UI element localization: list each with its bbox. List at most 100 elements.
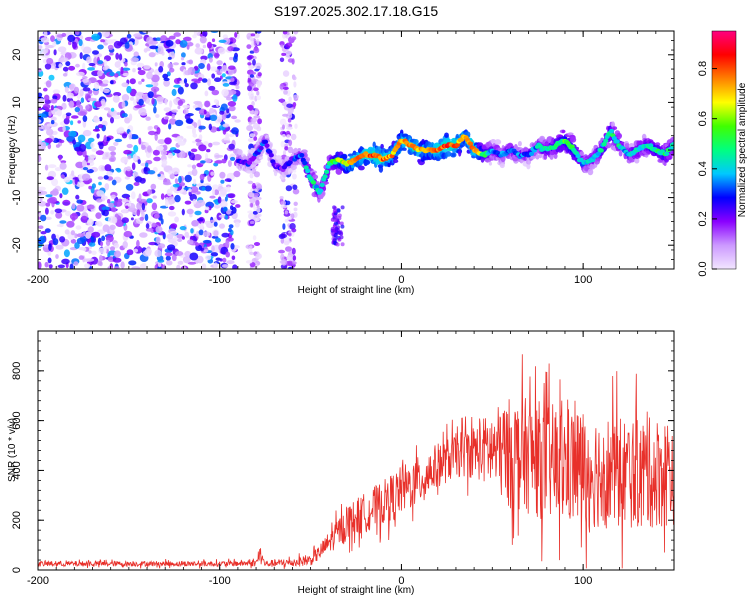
spectral-ridge-point xyxy=(664,151,670,156)
spectral-noise-blob xyxy=(164,137,172,145)
spectral-noise-blob xyxy=(280,141,285,148)
spectral-noise-blob xyxy=(114,138,123,143)
spectral-noise-blob xyxy=(246,125,254,132)
snr-y-tick-label: 0 xyxy=(11,567,23,573)
spectral-noise-blob xyxy=(129,96,135,101)
spectral-noise-blob xyxy=(149,40,158,45)
spectral-noise-blob xyxy=(222,257,227,263)
spectral-noise-blob xyxy=(256,196,262,200)
spectral-noise-blob xyxy=(280,238,285,244)
spectral-noise-blob xyxy=(63,176,71,183)
spectral-noise-blob xyxy=(132,68,136,73)
spectral-noise-blob xyxy=(113,266,120,269)
spectral-noise-blob xyxy=(88,185,92,190)
spectral-noise-blob xyxy=(340,242,345,247)
spectral-noise-blob xyxy=(168,201,173,205)
spectral-noise-blob xyxy=(60,57,69,63)
spectral-noise-blob xyxy=(76,181,85,188)
spectral-noise-blob xyxy=(123,149,132,155)
spectral-noise-blob xyxy=(91,231,101,238)
spectral-noise-blob xyxy=(228,105,236,112)
spectral-noise-blob xyxy=(97,260,102,266)
spectral-noise-blob xyxy=(56,109,62,117)
spectral-noise-blob xyxy=(246,55,253,61)
spectral-noise-blob xyxy=(111,206,117,213)
spectral-noise-blob xyxy=(124,42,130,49)
spectral-noise-blob xyxy=(79,88,84,97)
spectral-ridge-point xyxy=(302,160,308,166)
spectral-ridge-halo xyxy=(494,139,502,145)
spectral-ridge-point xyxy=(322,174,328,179)
spectral-noise-blob xyxy=(87,137,95,143)
spectral-ridge-halo xyxy=(488,161,492,166)
spectral-noise-blob xyxy=(210,66,218,72)
spectral-noise-blob xyxy=(286,103,293,108)
spectral-noise-blob xyxy=(249,251,255,255)
spectral-noise-blob xyxy=(203,141,209,146)
spectral-noise-blob xyxy=(152,195,157,199)
spectral-noise-blob xyxy=(50,116,57,121)
spectral-noise-blob xyxy=(166,233,174,240)
spectral-noise-blob xyxy=(40,231,47,235)
spectral-noise-blob xyxy=(228,65,236,70)
snr-y-tick-label: 600 xyxy=(11,411,23,429)
spectral-ridge-point xyxy=(251,155,257,160)
spectral-noise-blob xyxy=(141,78,145,83)
spectral-noise-blob xyxy=(166,188,173,197)
spectral-noise-blob xyxy=(254,188,259,193)
spectral-noise-blob xyxy=(80,97,85,103)
spectral-noise-blob xyxy=(168,170,173,175)
spectral-noise-blob xyxy=(38,261,42,269)
spectral-noise-blob xyxy=(136,62,145,68)
snr-panel: -200 -100 0 100 0 200 400 600 800 Height of str… xyxy=(7,330,675,596)
spectral-noise-blob xyxy=(218,39,227,43)
snr-y-axis-label: SNR (10 * v/v) xyxy=(7,418,18,482)
spectral-noise-blob xyxy=(187,164,192,168)
spectral-noise-blob xyxy=(84,263,91,269)
spectral-noise-blob xyxy=(59,193,63,199)
spectral-noise-blob xyxy=(249,173,254,179)
spectral-noise-blob xyxy=(217,65,222,70)
spectral-noise-blob xyxy=(131,266,141,269)
spectral-noise-blob xyxy=(181,62,186,66)
spectral-noise-blob xyxy=(195,242,199,247)
spectral-noise-blob xyxy=(87,226,94,233)
spectral-noise-blob xyxy=(279,57,285,63)
spectral-noise-blob xyxy=(225,240,230,248)
spectral-noise-blob xyxy=(151,74,160,83)
spectral-noise-blob xyxy=(40,37,50,43)
spectral-noise-blob xyxy=(123,230,133,238)
spectral-noise-blob xyxy=(68,100,74,109)
spectral-noise-blob xyxy=(250,117,258,123)
spectral-noise-blob xyxy=(86,56,92,64)
spectral-noise-blob xyxy=(286,126,293,130)
spectral-noise-blob xyxy=(293,255,297,261)
spectral-noise-blob xyxy=(62,125,66,133)
spectral-noise-blob xyxy=(104,164,112,172)
spectral-noise-blob xyxy=(248,104,253,111)
spectral-noise-blob xyxy=(152,149,160,156)
spectral-noise-blob xyxy=(246,44,252,49)
spectral-noise-blob xyxy=(219,171,226,179)
spectral-noise-blob xyxy=(110,117,114,124)
spectral-noise-blob xyxy=(183,107,189,115)
spectral-noise-blob xyxy=(55,244,64,250)
spectral-noise-blob xyxy=(141,202,146,211)
spectral-ridge-point xyxy=(601,141,607,147)
spectral-noise-blob xyxy=(201,78,208,83)
spectral-noise-blob xyxy=(120,66,124,75)
spectral-noise-blob xyxy=(212,188,216,196)
spectral-noise-blob xyxy=(74,106,81,113)
spectral-noise-blob xyxy=(46,44,55,49)
spectral-noise-blob xyxy=(143,48,148,53)
spectral-noise-blob xyxy=(245,260,253,264)
spectral-ridge-halo xyxy=(342,153,348,160)
spectral-noise-blob xyxy=(106,39,114,44)
spectral-noise-blob xyxy=(101,235,106,242)
spectral-noise-blob xyxy=(70,170,75,177)
spectral-noise-blob xyxy=(82,87,91,92)
spectral-noise-blob xyxy=(285,185,293,192)
spectral-noise-blob xyxy=(163,107,172,112)
spectral-noise-blob xyxy=(247,138,255,143)
spectral-noise-blob xyxy=(172,183,180,188)
